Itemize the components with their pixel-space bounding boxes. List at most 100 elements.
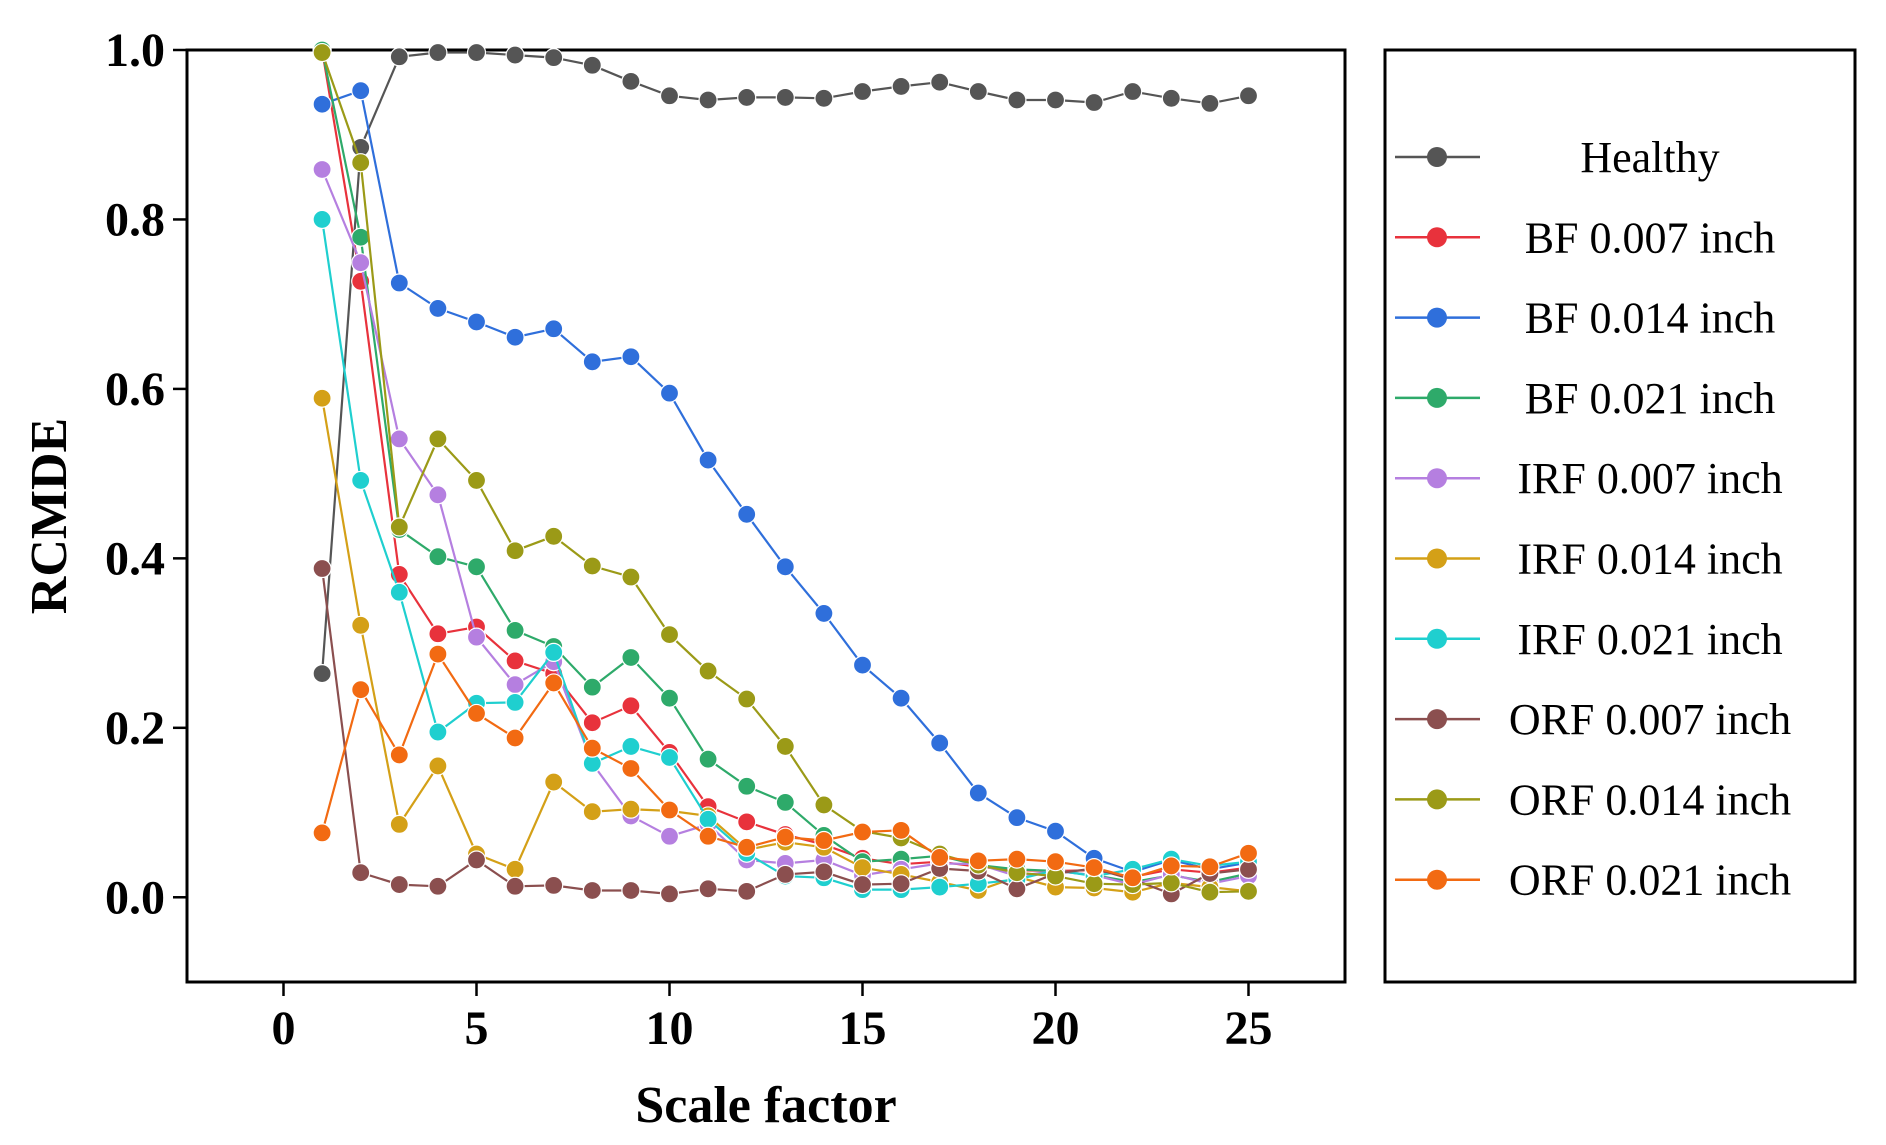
legend-label: Healthy — [1580, 133, 1719, 182]
legend-entry: ORF 0.021 inch — [1395, 856, 1791, 905]
legend: Healthy BF 0.007 inch BF 0.014 inch BF 0.02… — [1383, 48, 1857, 984]
data-point — [312, 388, 332, 408]
data-point — [698, 90, 718, 110]
data-point — [698, 450, 718, 470]
series-bf-0-021-inch — [312, 40, 1259, 892]
legend-entry: IRF 0.021 inch — [1395, 615, 1783, 664]
data-point — [428, 756, 448, 776]
series-healthy — [312, 42, 1259, 684]
x-tick-label: 10 — [646, 1002, 694, 1055]
data-point — [737, 689, 757, 709]
data-point — [351, 470, 371, 491]
data-point — [1200, 882, 1220, 902]
x-tick-label: 25 — [1225, 1002, 1273, 1055]
legend-label: BF 0.014 inch — [1525, 294, 1776, 343]
data-point — [389, 814, 409, 835]
data-point — [466, 312, 487, 332]
data-point — [737, 87, 757, 108]
series-layer — [312, 40, 1259, 904]
data-point — [466, 850, 487, 870]
data-point — [1123, 81, 1143, 102]
legend-swatch-marker — [1427, 548, 1447, 569]
legend-entry: Healthy — [1395, 133, 1720, 182]
y-tick-label: 0.6 — [105, 363, 165, 416]
data-point — [544, 673, 564, 693]
data-point — [891, 688, 911, 708]
data-point — [775, 792, 795, 812]
data-point — [775, 827, 795, 847]
data-point — [621, 567, 641, 587]
data-point — [737, 881, 757, 901]
x-tick-label: 5 — [465, 1002, 489, 1055]
data-point — [621, 696, 641, 716]
data-point — [582, 713, 602, 733]
data-point — [582, 556, 602, 576]
data-point — [312, 94, 332, 114]
data-point — [505, 675, 525, 695]
data-point — [582, 802, 602, 822]
legend-label: BF 0.007 inch — [1525, 213, 1776, 262]
data-point — [1007, 90, 1027, 110]
data-point — [891, 76, 911, 97]
data-point — [1084, 858, 1104, 878]
data-point — [737, 837, 757, 857]
data-point — [814, 603, 834, 624]
data-point — [351, 863, 371, 883]
series-bf-0-014-inch — [312, 81, 1259, 882]
data-point — [659, 383, 680, 403]
data-point — [505, 45, 525, 65]
data-point — [775, 736, 795, 757]
data-point — [814, 862, 834, 882]
legend-swatch-marker — [1427, 307, 1447, 328]
data-point — [852, 858, 873, 878]
data-point — [351, 680, 371, 700]
data-point — [312, 159, 332, 180]
data-point — [428, 429, 448, 449]
data-point — [1161, 856, 1181, 876]
series-orf-0-021-inch — [312, 644, 1259, 888]
y-tick-label: 0.0 — [105, 871, 165, 924]
data-point — [544, 875, 564, 896]
data-point — [814, 88, 834, 108]
data-point — [544, 526, 564, 546]
data-point — [737, 504, 757, 524]
data-point — [968, 81, 988, 102]
data-point — [428, 722, 448, 742]
data-point — [544, 772, 564, 792]
data-point — [582, 880, 602, 901]
data-point — [505, 692, 525, 713]
data-point — [505, 728, 525, 748]
legend-swatch-marker — [1427, 468, 1447, 489]
axes: 0 5 10 15 20 25 0.0 0.2 0.4 0.6 0.8 1.0 — [105, 24, 1273, 1055]
data-point — [775, 864, 795, 884]
x-tick-label: 20 — [1032, 1002, 1080, 1055]
data-point — [312, 823, 332, 843]
series-irf-0-014-inch — [312, 388, 1259, 902]
data-point — [351, 253, 371, 273]
data-point — [1161, 873, 1181, 893]
data-point — [621, 799, 641, 819]
data-point — [389, 517, 409, 537]
data-point — [891, 874, 911, 894]
data-point — [621, 71, 641, 91]
series-orf-0-014-inch — [312, 42, 1259, 902]
data-point — [659, 86, 680, 106]
data-point — [621, 736, 641, 757]
legend-swatch-marker — [1427, 628, 1447, 649]
data-point — [505, 541, 525, 561]
data-point — [1045, 821, 1066, 841]
plot-border — [185, 48, 1347, 984]
data-point — [544, 642, 564, 663]
data-point — [621, 347, 641, 367]
x-tick-label: 0 — [272, 1002, 296, 1055]
series-line — [321, 219, 1249, 891]
data-point — [428, 876, 448, 896]
data-point — [814, 830, 834, 851]
data-point — [621, 880, 641, 901]
legend-label: ORF 0.021 inch — [1509, 856, 1791, 905]
data-point — [1123, 868, 1143, 888]
data-point — [312, 558, 332, 579]
data-point — [852, 655, 873, 675]
data-point — [312, 663, 332, 684]
